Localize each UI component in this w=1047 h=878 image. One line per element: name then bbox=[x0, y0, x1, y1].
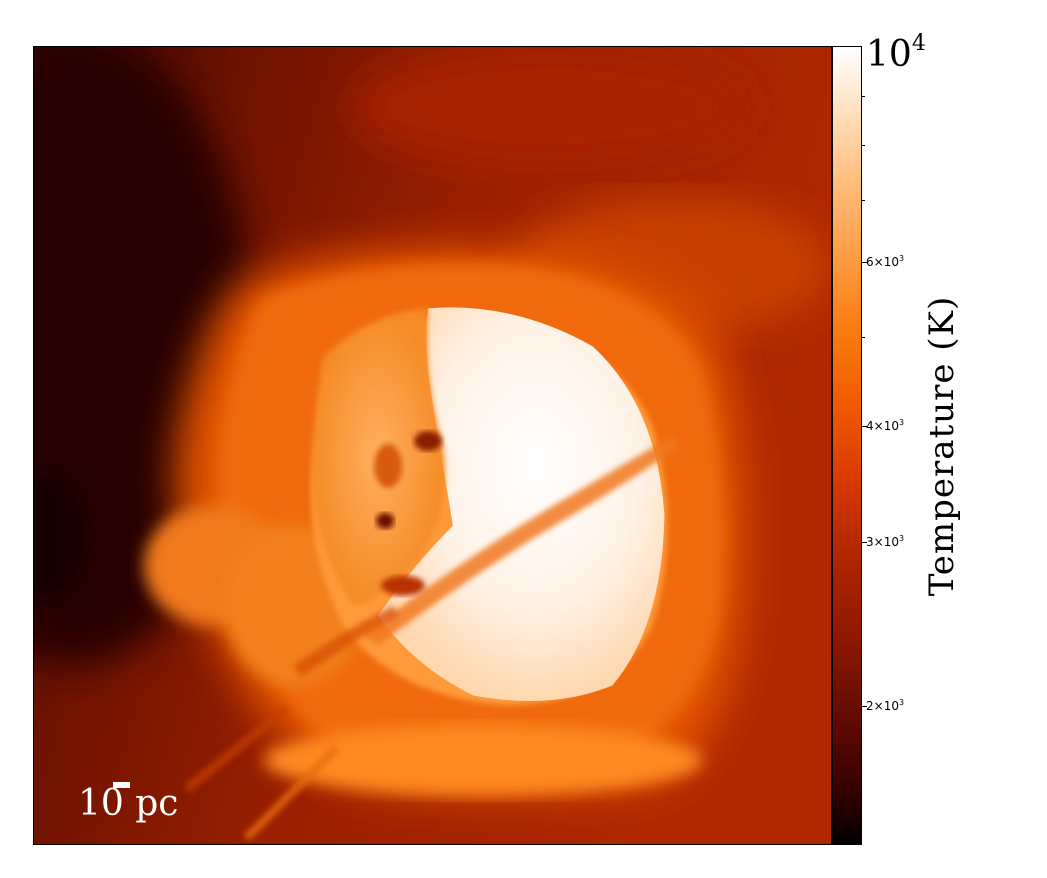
scale-bar bbox=[113, 782, 130, 788]
colorbar-minor-tick bbox=[862, 96, 865, 97]
colorbar-tick bbox=[862, 706, 867, 707]
colorbar-tick-label: 2×103 bbox=[866, 698, 905, 713]
colorbar-minor-tick bbox=[862, 337, 865, 338]
scale-bar-number: 10 bbox=[78, 783, 124, 824]
colorbar-tick bbox=[862, 262, 867, 263]
scale-bar-label: 10 pc bbox=[78, 786, 178, 822]
colorbar-title: Temperature (K) bbox=[922, 295, 962, 597]
colorbar-top-label: 104 bbox=[866, 31, 926, 75]
colorbar-tick-label: 6×103 bbox=[866, 254, 905, 269]
colorbar-tick-label: 3×103 bbox=[866, 534, 905, 549]
colorbar-tick bbox=[862, 426, 867, 427]
temperature-field bbox=[34, 47, 831, 844]
colorbar-tick-label: 4×103 bbox=[866, 418, 905, 433]
colorbar bbox=[832, 46, 862, 845]
scale-bar-unit: pc bbox=[135, 783, 179, 824]
colorbar-minor-tick bbox=[862, 145, 865, 146]
temperature-slice-image bbox=[33, 46, 832, 845]
colorbar-tick bbox=[862, 542, 867, 543]
colorbar-minor-tick bbox=[862, 200, 865, 201]
